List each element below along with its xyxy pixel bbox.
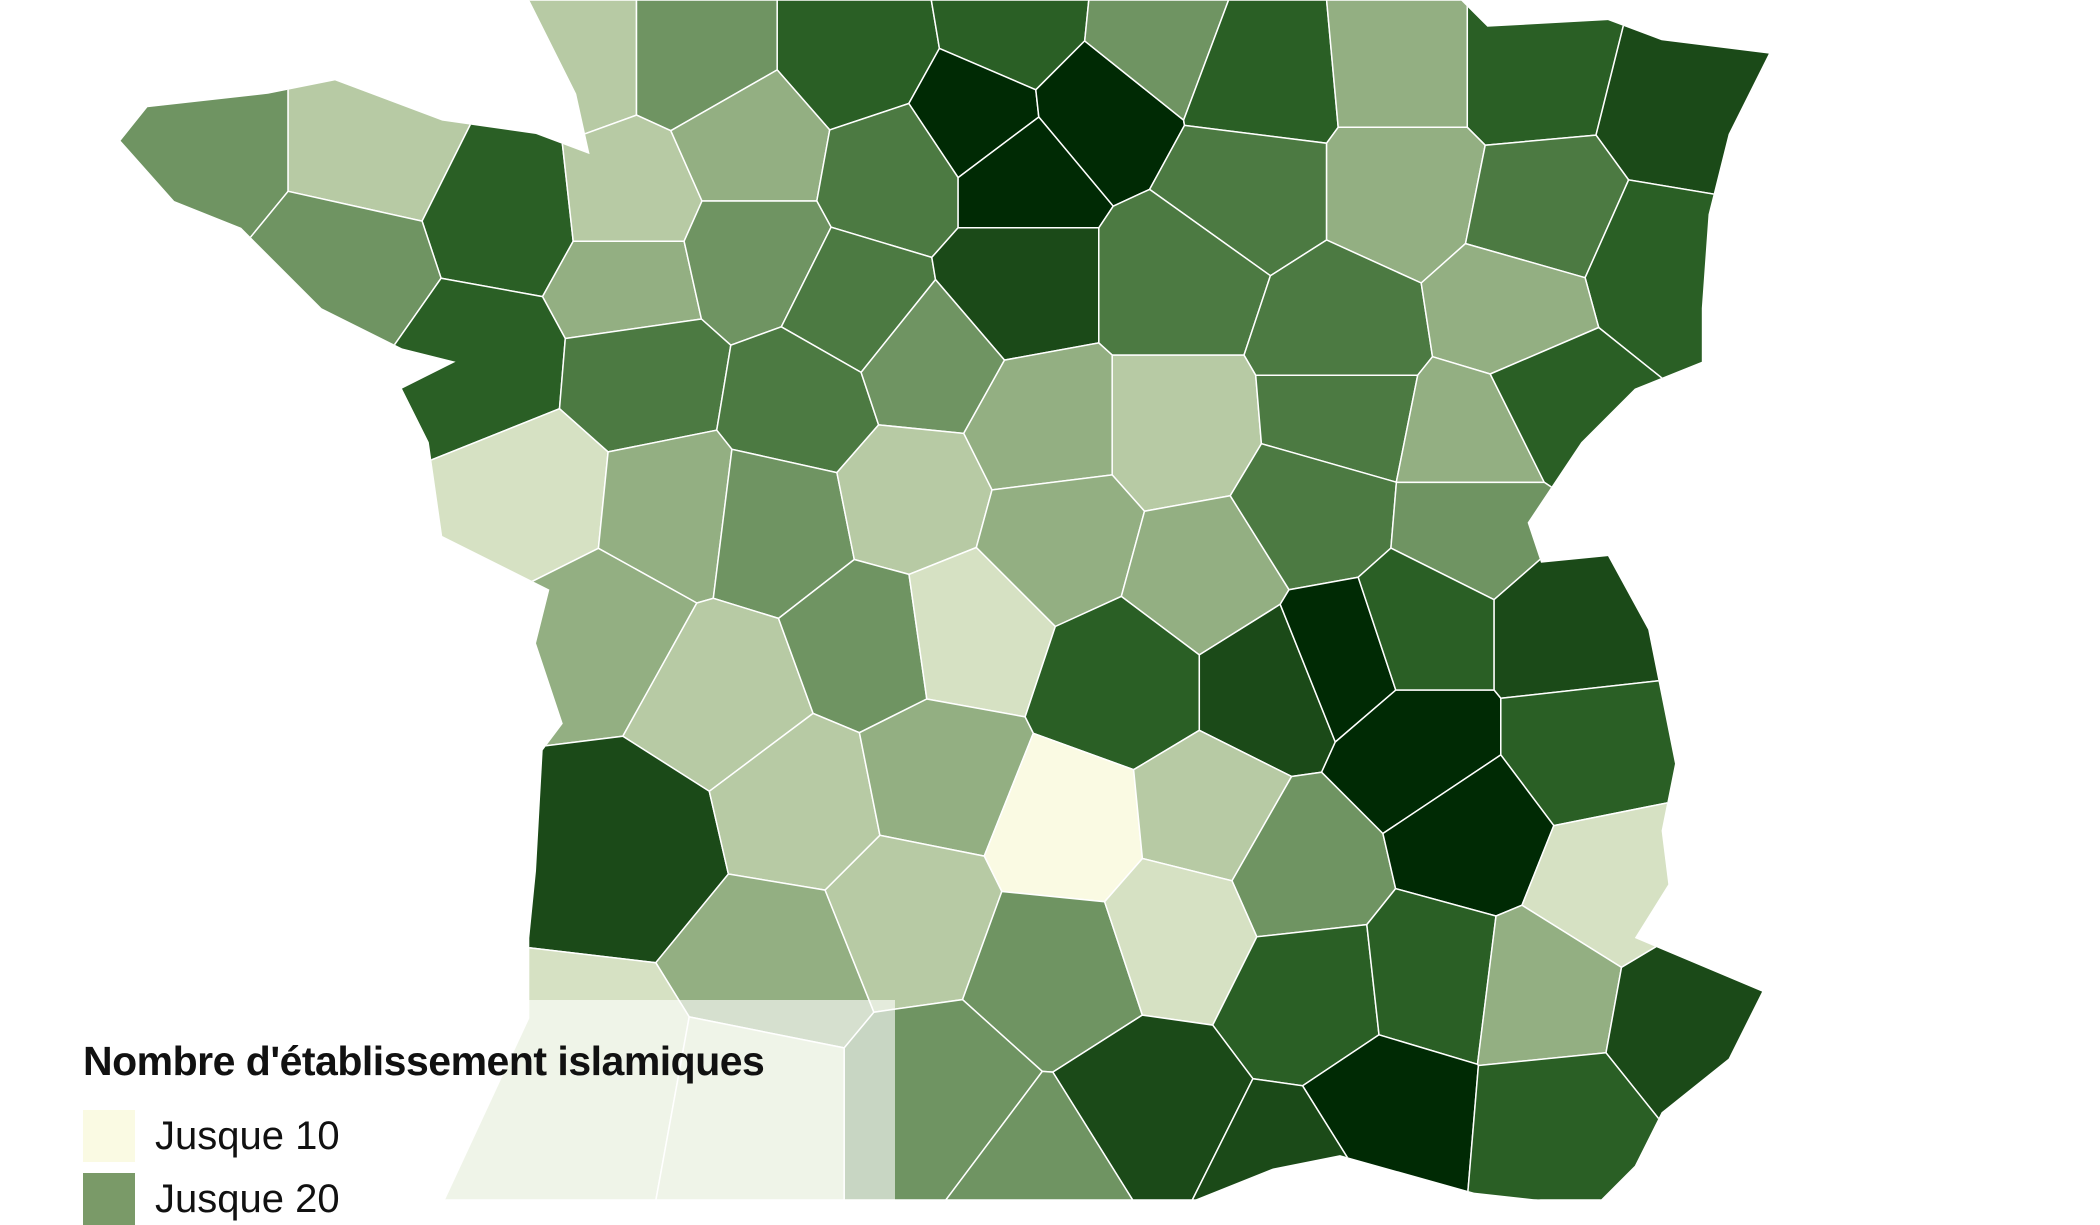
department-region <box>120 0 289 546</box>
legend-item: Jusque 20 <box>83 1173 340 1225</box>
department-region <box>120 407 609 828</box>
legend-swatch <box>83 1173 135 1225</box>
legend-label: Jusque 10 <box>155 1113 340 1158</box>
department-region <box>120 735 730 964</box>
legend-title: Nombre d'établissement islamiques <box>83 1038 765 1084</box>
department-region <box>944 1070 1135 1200</box>
department-region <box>1493 500 1769 700</box>
legend-item: Jusque 10 <box>83 1110 340 1162</box>
legend-swatch <box>83 1110 135 1162</box>
department-region <box>1584 179 1769 576</box>
department-region <box>1325 0 1469 129</box>
department-region <box>427 0 638 143</box>
legend-label: Jusque 20 <box>155 1176 340 1221</box>
legend: Nombre d'établissement islamiques Jusque… <box>0 1000 895 1225</box>
department-region <box>1605 697 1769 1200</box>
department-region <box>120 190 442 748</box>
